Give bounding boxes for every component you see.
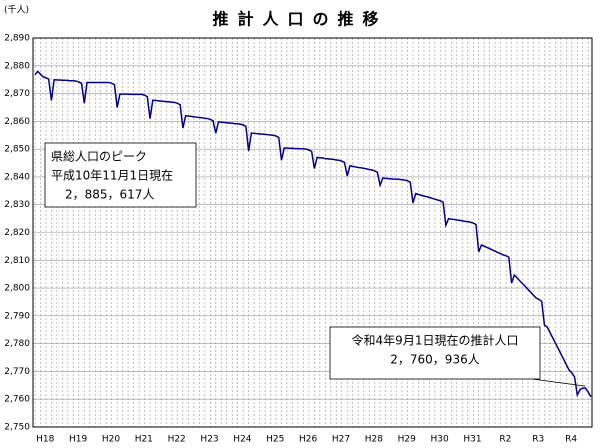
plot-frame (32, 37, 593, 428)
x-tick-label: H30 (431, 435, 449, 445)
x-tick-label: H31 (463, 435, 481, 445)
annotation-text: 令和4年9月1日現在の推計人口 (352, 333, 519, 348)
y-tick-label: 2,800 (4, 284, 30, 294)
x-tick-label: H26 (299, 435, 317, 445)
y-tick-label: 2,840 (4, 172, 30, 182)
x-tick-label: H22 (168, 435, 186, 445)
y-unit: (千人) (4, 5, 29, 16)
y-tick-label: 2,870 (4, 89, 30, 99)
y-tick-label: 2,860 (4, 117, 30, 127)
annotation-text: 平成10年11月1日現在 (51, 169, 173, 183)
y-tick-label: 2,760 (4, 395, 30, 405)
x-tick-label: R3 (532, 435, 544, 445)
x-tick-label: H23 (200, 435, 218, 445)
x-tick-label: H25 (266, 435, 284, 445)
chart-title: 推計人口の推移 (212, 10, 387, 29)
annotation-text: 2，760，936人 (390, 353, 479, 367)
x-tick-label: H18 (36, 435, 54, 445)
y-tick-label: 2,820 (4, 228, 30, 238)
y-tick-label: 2,830 (4, 200, 30, 210)
y-tick-label: 2,890 (4, 34, 30, 44)
x-tick-label: H20 (102, 435, 120, 445)
y-tick-label: 2,750 (4, 423, 30, 433)
x-tick-label: H27 (332, 435, 350, 445)
x-tick-label: R4 (565, 435, 577, 445)
annotation-box (329, 326, 541, 380)
x-tick-label: H28 (365, 435, 383, 445)
annotation-text: 2，885，617人 (65, 188, 154, 202)
y-tick-label: 2,770 (4, 367, 30, 377)
y-tick-label: 2,780 (4, 339, 30, 349)
x-tick-label: H21 (135, 435, 153, 445)
x-tick-label: H24 (233, 435, 251, 445)
x-tick-label: H29 (398, 435, 416, 445)
y-tick-label: 2,810 (4, 256, 30, 266)
leader-line (531, 378, 586, 387)
y-tick-label: 2,880 (4, 61, 30, 71)
annotation-box (44, 142, 197, 208)
y-tick-label: 2,790 (4, 311, 30, 321)
annotation-text: 県総人口のピーク (51, 150, 147, 164)
x-tick-label: H19 (69, 435, 87, 445)
x-tick-label: R2 (499, 435, 511, 445)
series-line (34, 70, 592, 398)
y-tick-label: 2,850 (4, 145, 30, 155)
